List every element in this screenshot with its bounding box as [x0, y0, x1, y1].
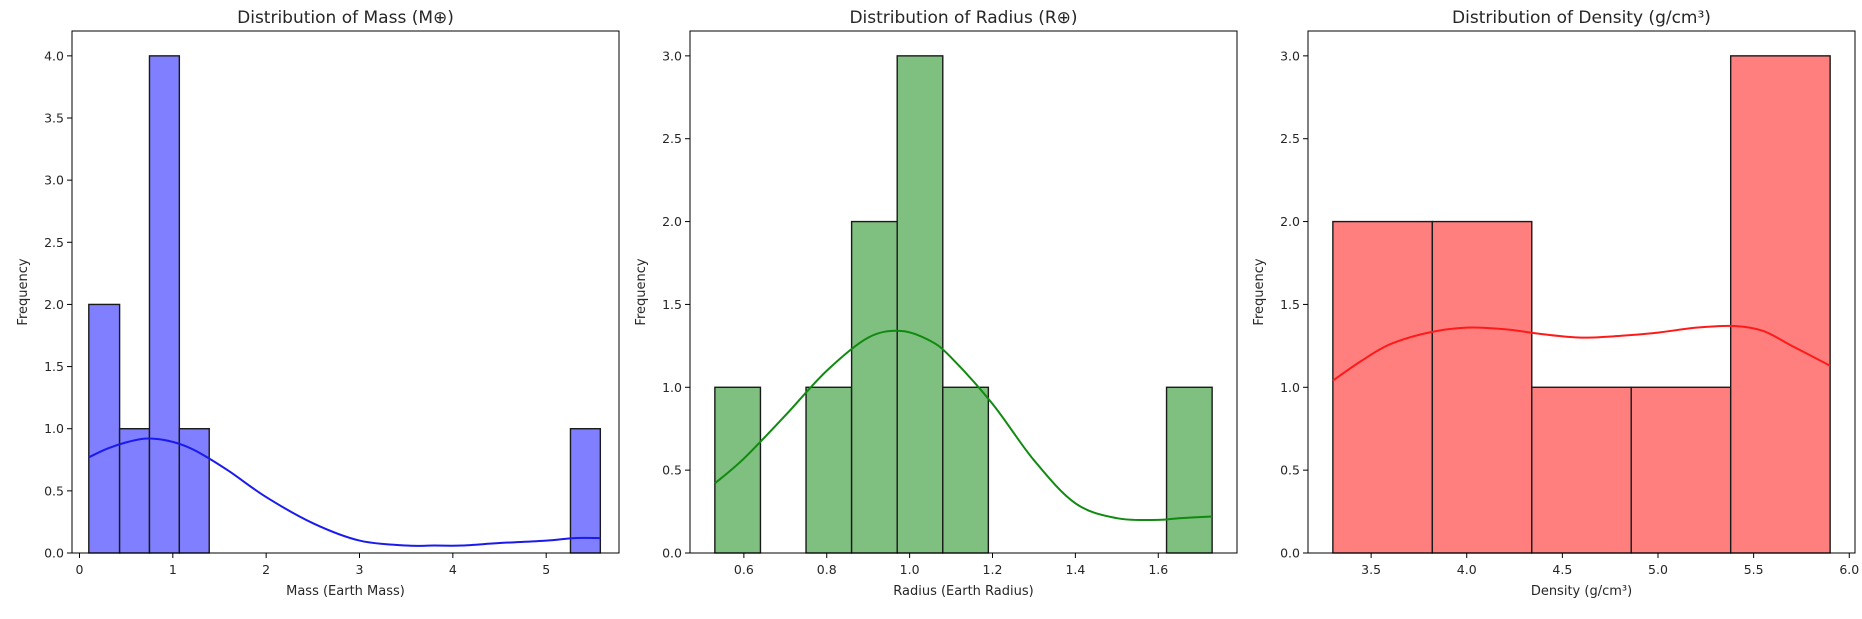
y-tick-label-density: 0.0 — [1280, 546, 1300, 561]
y-tick-label-radius: 0.0 — [662, 546, 682, 561]
bar-radius-3 — [896, 55, 944, 554]
x-tick-label-radius: 1.4 — [1065, 562, 1085, 577]
y-tick-label-radius: 2.5 — [662, 131, 682, 146]
bar-radius-1 — [805, 386, 853, 554]
x-tick-label-density: 5.0 — [1648, 562, 1668, 577]
x-tick-label-density: 5.5 — [1744, 562, 1764, 577]
x-axis-label-mass: Mass (Earth Mass) — [286, 584, 405, 599]
x-tick-label-radius: 1.6 — [1148, 562, 1168, 577]
y-tick-label-radius: 1.5 — [662, 297, 682, 312]
y-tick-label-density: 0.5 — [1280, 463, 1300, 478]
y-tick-label-density: 3.0 — [1280, 48, 1300, 63]
x-tick-label-radius: 0.6 — [734, 562, 754, 577]
y-tick-label-mass: 1.5 — [44, 359, 64, 374]
y-tick-label-radius: 0.5 — [662, 463, 682, 478]
panel-mass: 0 1 2 3 4 5 0.0 0.5 1.0 1.5 2.0 2.5 3.0 3.5 4.0 Distrib… — [16, 8, 620, 599]
panel-density: 3.5 4.0 4.5 5.0 5.5 6.0 0.0 0.5 1.0 1.5 2.0 2.5 3.0 D… — [1252, 8, 1859, 599]
y-tick-label-mass: 2.5 — [44, 235, 64, 250]
x-tick-label-radius: 0.8 — [817, 562, 837, 577]
chart-title-density: Distribution of Density (g/cm³) — [1452, 8, 1711, 28]
x-axis-label-density: Density (g/cm³) — [1531, 584, 1632, 599]
bar-radius-5 — [1165, 386, 1213, 554]
chart-title-mass: Distribution of Mass (M⊕) — [237, 8, 454, 28]
x-tick-label-radius: 1.0 — [900, 562, 920, 577]
plot-frame-density — [1307, 30, 1856, 554]
y-tick-label-mass: 0.5 — [44, 483, 64, 498]
y-tick-label-density: 1.5 — [1280, 297, 1300, 312]
x-tick-label-density: 3.5 — [1361, 562, 1381, 577]
y-tick-label-mass: 2.0 — [44, 297, 64, 312]
bar-mass-4 — [569, 428, 602, 554]
plot-frame-radius — [689, 30, 1238, 554]
kde-line-radius — [714, 329, 1213, 522]
plot-frame-mass — [71, 30, 620, 554]
bar-density-0 — [1332, 220, 1434, 554]
x-tick-label-mass: 5 — [542, 562, 550, 577]
y-tick-label-mass: 3.5 — [44, 111, 64, 126]
x-tick-label-mass: 2 — [262, 562, 270, 577]
bar-mass-2 — [148, 55, 181, 554]
y-tick-label-mass: 3.0 — [44, 173, 64, 188]
x-tick-label-mass: 0 — [75, 562, 83, 577]
x-tick-label-mass: 4 — [449, 562, 457, 577]
kde-line-mass — [88, 437, 601, 547]
y-axis-label-mass: Frequency — [16, 258, 31, 325]
bar-density-1 — [1431, 220, 1533, 554]
bar-mass-1 — [118, 428, 151, 554]
y-tick-label-mass: 0.0 — [44, 546, 64, 561]
bar-mass-0 — [88, 303, 121, 554]
y-tick-label-radius: 3.0 — [662, 48, 682, 63]
y-tick-label-mass: 4.0 — [44, 48, 64, 63]
chart-title-radius: Distribution of Radius (R⊕) — [849, 8, 1077, 28]
x-tick-label-mass: 1 — [169, 562, 177, 577]
y-tick-label-density: 1.0 — [1280, 380, 1300, 395]
y-axis-label-density: Frequency — [1252, 258, 1267, 325]
y-tick-label-density: 2.5 — [1280, 131, 1300, 146]
x-tick-label-density: 4.0 — [1457, 562, 1477, 577]
bar-radius-2 — [850, 220, 898, 554]
y-tick-label-density: 2.0 — [1280, 214, 1300, 229]
x-axis-label-radius: Radius (Earth Radius) — [893, 584, 1033, 599]
x-tick-label-radius: 1.2 — [983, 562, 1003, 577]
kde-line-density — [1332, 324, 1831, 382]
bar-mass-3 — [178, 428, 210, 554]
y-tick-label-mass: 1.0 — [44, 421, 64, 436]
y-axis-label-radius: Frequency — [634, 258, 649, 325]
bar-radius-4 — [942, 386, 990, 554]
bar-density-2 — [1531, 386, 1632, 554]
x-tick-label-density: 6.0 — [1839, 562, 1859, 577]
panel-radius: 0.6 0.8 1.0 1.2 1.4 1.6 0.0 0.5 1.0 1.5 2.0 2.5 3.0 D… — [634, 8, 1238, 599]
bar-radius-0 — [714, 386, 762, 554]
x-tick-label-mass: 3 — [356, 562, 364, 577]
bar-density-4 — [1729, 55, 1831, 554]
y-tick-label-radius: 2.0 — [662, 214, 682, 229]
y-tick-label-radius: 1.0 — [662, 380, 682, 395]
bar-density-3 — [1630, 386, 1732, 554]
x-tick-label-density: 4.5 — [1552, 562, 1572, 577]
